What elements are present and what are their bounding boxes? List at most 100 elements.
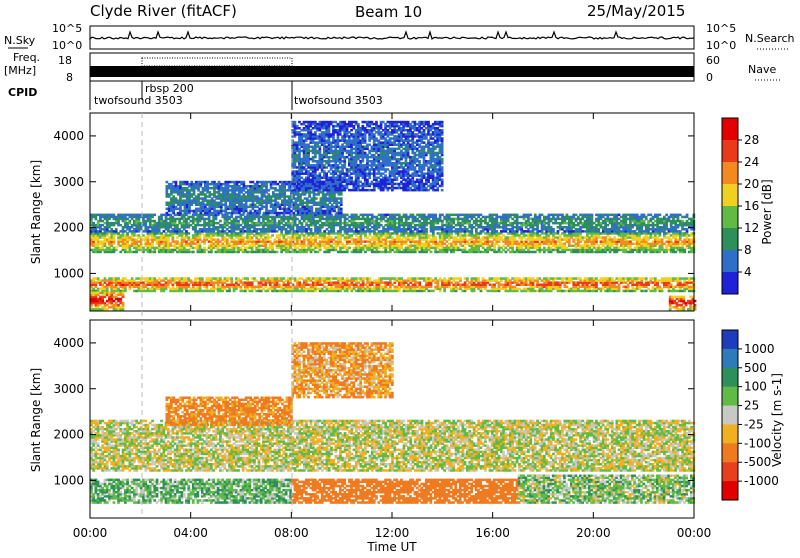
heatmap-cell [366,236,369,239]
heatmap-cell [317,243,320,246]
heatmap-cell [323,222,326,225]
heatmap-cell [520,222,523,225]
heatmap-cell [355,222,358,225]
heatmap-cell [113,222,116,225]
heatmap-cell [529,230,532,233]
heatmap-cell [172,228,175,231]
heatmap-cell [437,279,440,282]
heatmap-cell [226,290,229,293]
heatmap-cell [185,249,188,252]
heatmap-cell [600,240,603,243]
heatmap-cell [418,220,421,223]
heatmap-cell [665,245,668,248]
heatmap-cell [255,290,258,293]
heatmap-cell [450,281,453,284]
heatmap-cell [97,277,100,280]
heatmap-cell [330,245,333,248]
heatmap-cell [387,240,390,243]
heatmap-cell [498,216,501,219]
heatmap-cell [527,284,530,287]
heatmap-cell [240,224,243,227]
heatmap-cell [489,290,492,293]
heatmap-cell [262,238,265,241]
heatmap-cell [97,220,100,223]
nave-dotted-box [142,58,292,66]
heatmap-cell [387,281,390,284]
heatmap-cell [489,277,492,280]
heatmap-cell [328,288,331,291]
heatmap-cell [579,286,582,289]
heatmap-cell [534,228,537,231]
nsky-trace [90,32,694,39]
heatmap-cell [210,277,213,280]
cpid-entry-1: rbsp 200 [145,82,194,95]
heatmap-cell [251,277,254,280]
heatmap-cell [647,236,650,239]
heatmap-cell [185,277,188,280]
heatmap-cell [625,281,628,284]
heatmap-cell [618,247,621,250]
heatmap-cell [149,230,152,233]
freq-label: Freq. [13,51,40,64]
nsearch-tick-low: 10^0 [706,39,736,52]
heatmap-cell [606,238,609,241]
heatmap-cell [142,247,145,250]
heatmap-cell [285,222,288,225]
heatmap-cell [495,277,498,280]
heatmap-cell [407,216,410,219]
heatmap-cell [527,243,530,246]
freq-tick-low: 8 [66,71,73,84]
heatmap-cell [185,218,188,221]
heatmap-cell [335,281,338,284]
heatmap-cell [366,245,369,248]
heatmap-cell [346,247,349,250]
heatmap-cell [640,238,643,241]
heatmap-cell [625,249,628,252]
heatmap-cell [219,224,222,227]
heatmap-cell [258,238,261,241]
heatmap-cell [502,238,505,241]
heatmap-cell [95,281,98,284]
heatmap-cell [380,251,383,254]
heatmap-cell [113,230,116,233]
heatmap-cell [353,284,356,287]
heatmap-cell [203,290,206,293]
heatmap-cell [335,277,338,280]
heatmap-cell [600,288,603,291]
heatmap-cell [529,277,532,280]
heatmap-cell [276,234,279,237]
heatmap-cell [153,247,156,250]
heatmap-cell [237,284,240,287]
heatmap-cell [172,245,175,248]
heatmap-cell [348,216,351,219]
heatmap-cell [631,277,634,280]
heatmap-cell [543,277,546,280]
heatmap-cell [230,277,233,280]
heatmap-cell [394,214,397,217]
heatmap-cell [341,226,344,229]
heatmap-cell [301,222,304,225]
heatmap-cell [153,277,156,280]
heatmap-cell [212,281,215,284]
heatmap-cell [341,277,344,280]
heatmap-cell [450,288,453,291]
heatmap-cell [418,251,421,254]
heatmap-cell [459,249,462,252]
heatmap-cell [355,238,358,241]
heatmap-cell [224,286,227,289]
heatmap-cell [341,222,344,225]
heatmap-cell [683,249,686,252]
heatmap-cell [502,277,505,280]
heatmap-cell [303,234,306,237]
nsearch-label: N.Search [745,32,795,45]
heatmap-cell [446,240,449,243]
heatmap-cell [443,216,446,219]
heatmap-cell [541,220,544,223]
heatmap-cell [550,218,553,221]
heatmap-cell [271,286,274,289]
heatmap-cell [310,284,313,287]
heatmap-cell [477,220,480,223]
heatmap-cell [457,288,460,291]
heatmap-cell [269,240,272,243]
heatmap-cell [457,214,460,217]
